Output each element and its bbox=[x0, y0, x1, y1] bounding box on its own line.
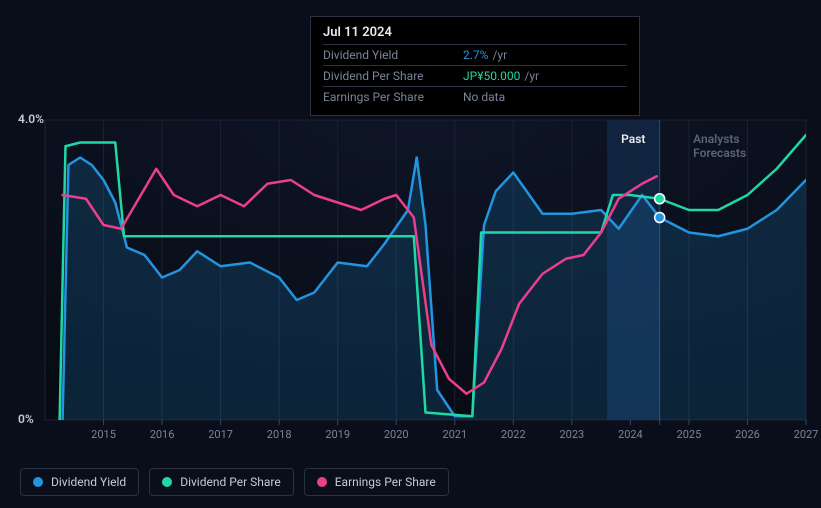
tooltip-row-value: JP¥50.000 bbox=[463, 69, 520, 83]
tooltip-row-value: No data bbox=[463, 90, 505, 104]
tooltip-row-unit: /yr bbox=[492, 48, 507, 62]
tooltip-title: Jul 11 2024 bbox=[323, 25, 627, 40]
tooltip-row: Dividend Yield2.7% /yr bbox=[323, 44, 627, 65]
x-axis-label: 2025 bbox=[677, 428, 702, 441]
series-marker-dividend_per_share bbox=[655, 194, 665, 204]
legend-dot-icon bbox=[317, 477, 327, 487]
section-label-forecast: Analysts Forecasts bbox=[693, 132, 778, 160]
legend-item-dividend_per_share[interactable]: Dividend Per Share bbox=[149, 468, 294, 496]
legend-item-label: Earnings Per Share bbox=[335, 475, 436, 489]
legend-item-label: Dividend Yield bbox=[51, 475, 126, 489]
tooltip-row-value: 2.7% bbox=[463, 48, 488, 62]
x-axis-label: 2026 bbox=[735, 428, 760, 441]
x-axis-label: 2022 bbox=[501, 428, 526, 441]
section-label-past: Past bbox=[621, 132, 645, 146]
x-axis-label: 2015 bbox=[91, 428, 116, 441]
series-marker-dividend_yield bbox=[655, 213, 665, 223]
y-axis-label: 4.0% bbox=[18, 112, 44, 126]
x-axis-label: 2018 bbox=[267, 428, 292, 441]
x-axis-label: 2020 bbox=[384, 428, 409, 441]
x-axis-label: 2019 bbox=[325, 428, 350, 441]
tooltip-row-label: Dividend Per Share bbox=[323, 69, 463, 83]
legend-item-label: Dividend Per Share bbox=[180, 475, 281, 489]
tooltip-row-unit: /yr bbox=[524, 69, 539, 83]
x-axis-label: 2027 bbox=[794, 428, 819, 441]
x-axis-label: 2024 bbox=[618, 428, 643, 441]
legend-dot-icon bbox=[33, 477, 43, 487]
tooltip-row: Earnings Per ShareNo data bbox=[323, 86, 627, 107]
tooltip-row-label: Earnings Per Share bbox=[323, 90, 463, 104]
legend-item-dividend_yield[interactable]: Dividend Yield bbox=[20, 468, 139, 496]
y-axis-label: 0% bbox=[18, 412, 34, 426]
tooltip-row-label: Dividend Yield bbox=[323, 48, 463, 62]
x-axis-label: 2016 bbox=[150, 428, 175, 441]
x-axis-label: 2023 bbox=[559, 428, 584, 441]
legend-dot-icon bbox=[162, 477, 172, 487]
tooltip-row: Dividend Per ShareJP¥50.000/yr bbox=[323, 65, 627, 86]
x-axis-label: 2021 bbox=[442, 428, 467, 441]
x-axis-label: 2017 bbox=[208, 428, 233, 441]
legend-item-earnings_per_share[interactable]: Earnings Per Share bbox=[304, 468, 449, 496]
tooltip: Jul 11 2024 Dividend Yield2.7%/yrDividen… bbox=[310, 16, 640, 116]
legend: Dividend Yield Dividend Per Share Earnings… bbox=[20, 468, 449, 496]
